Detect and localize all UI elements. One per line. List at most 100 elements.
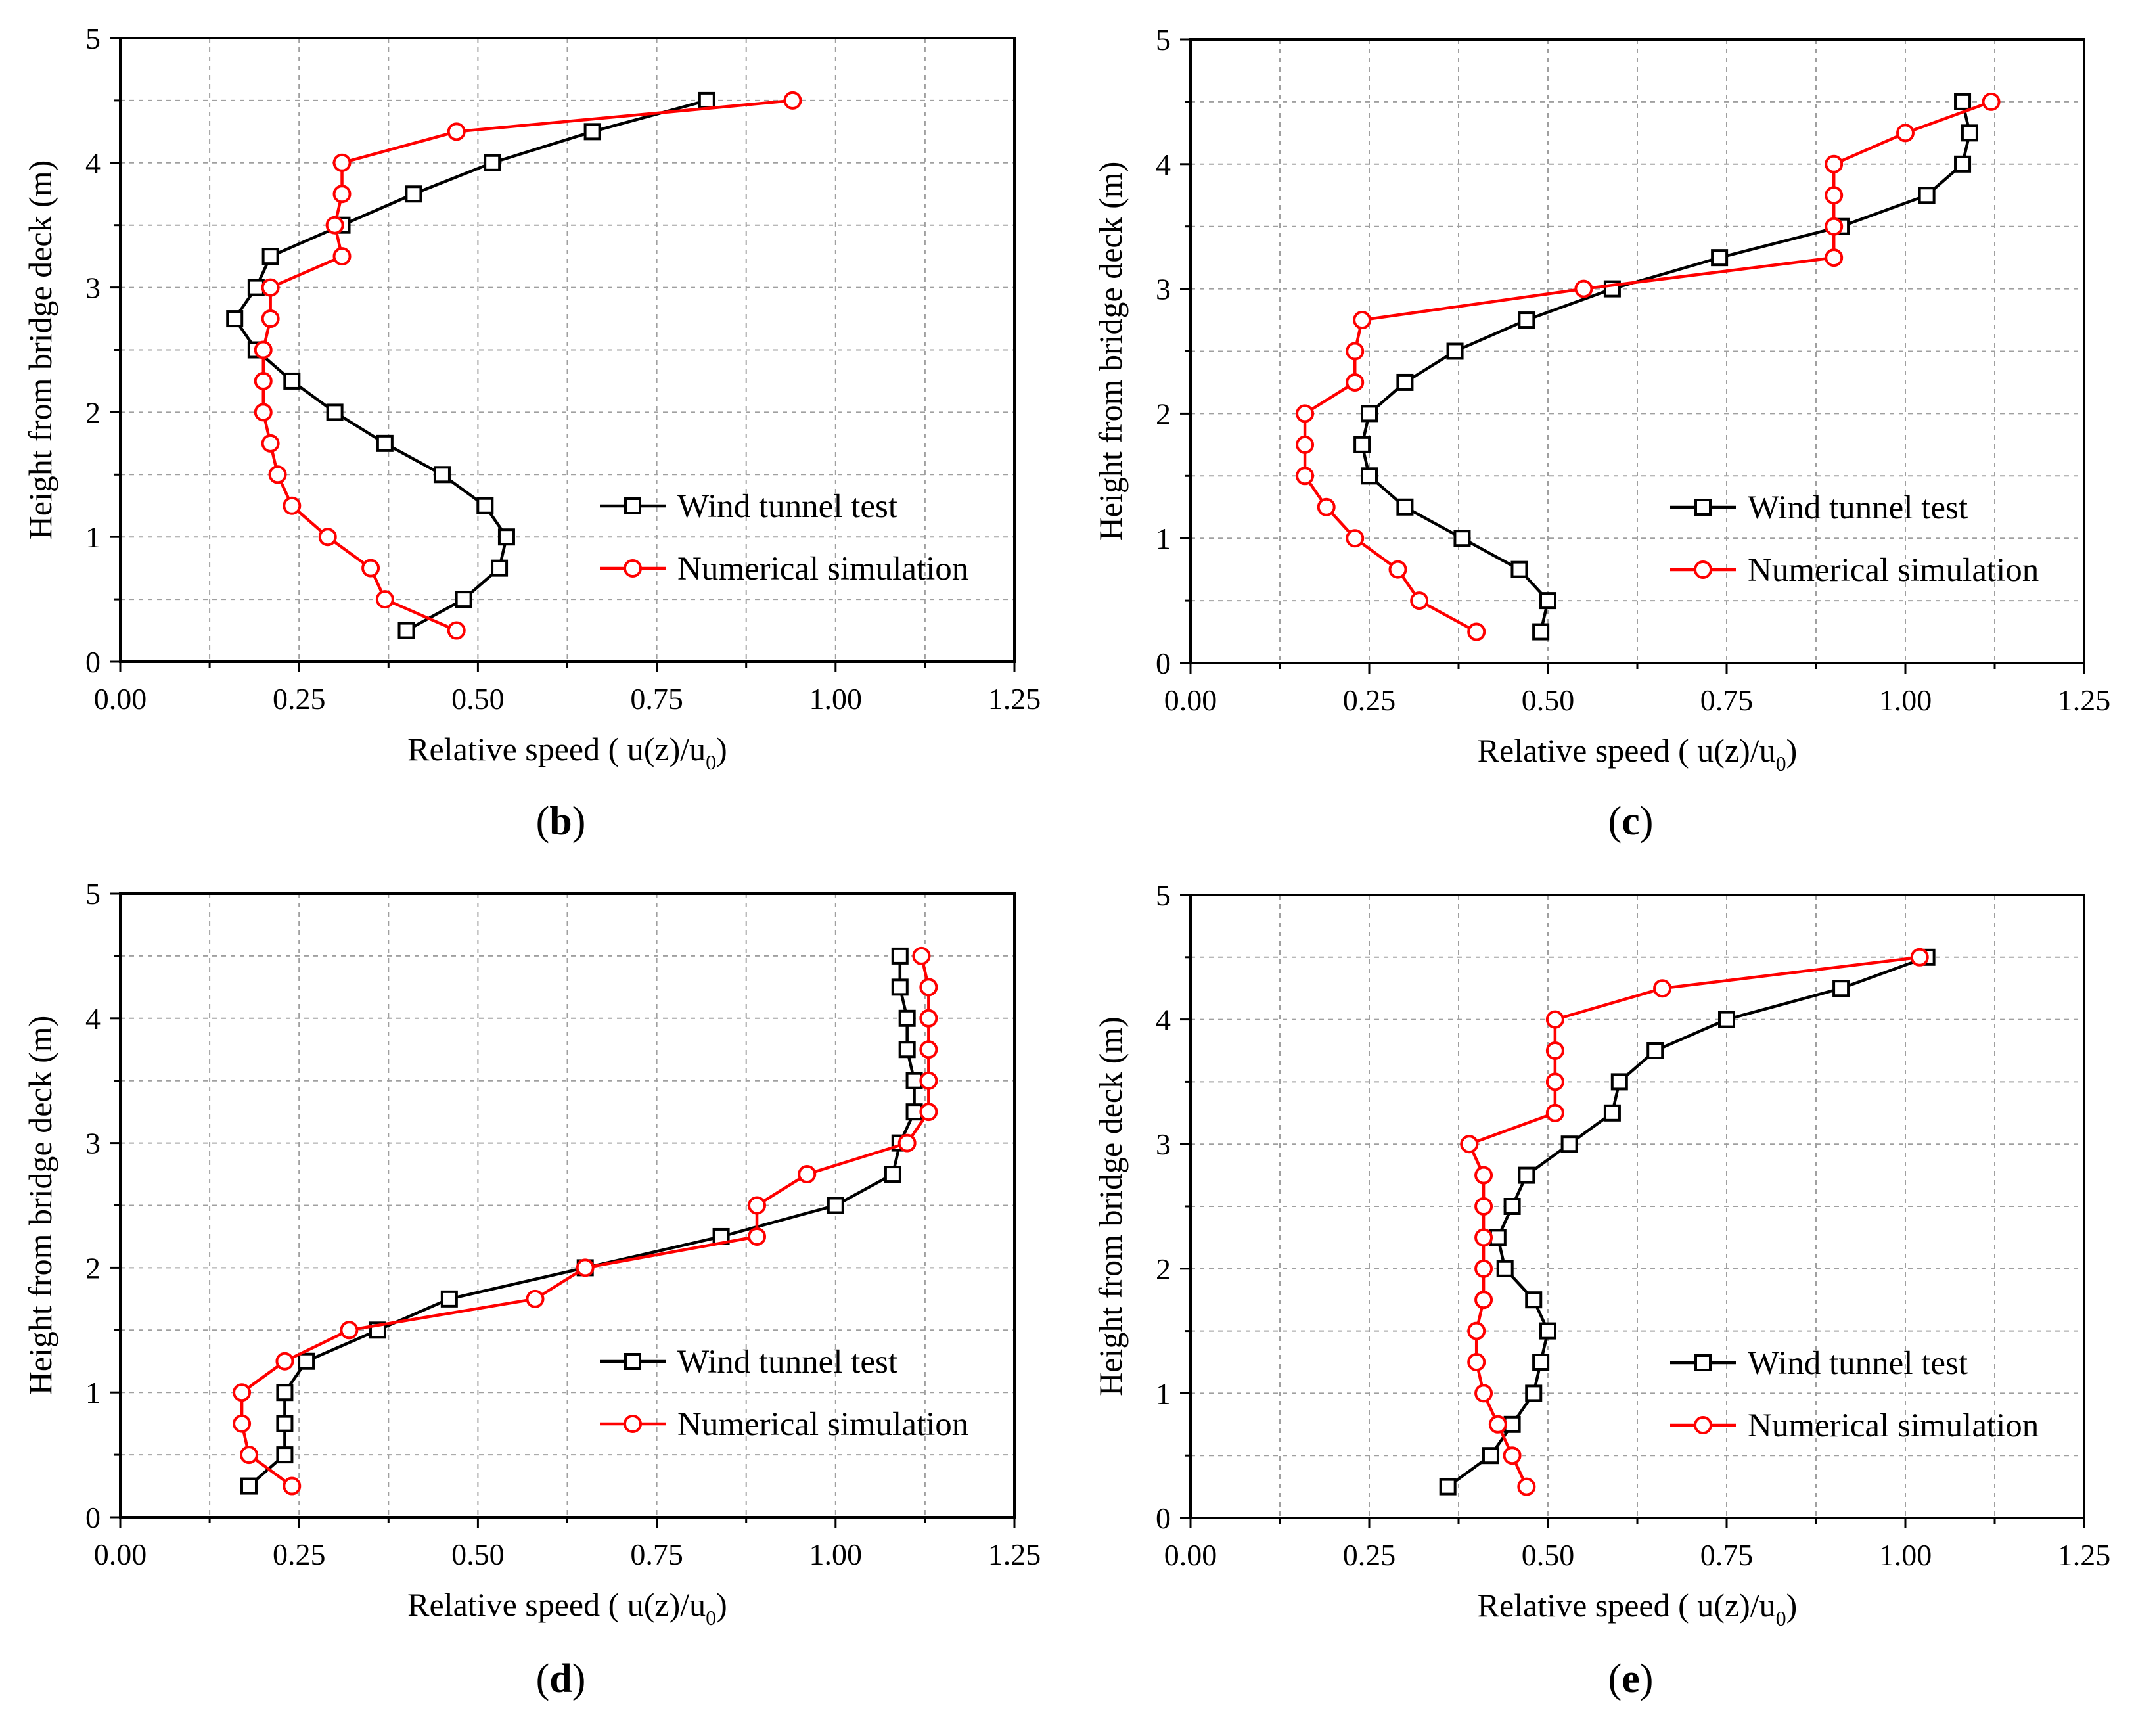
data-point-square [1832,980,1850,997]
y-tick-label: 1 [1156,522,1171,555]
data-point-square [891,978,909,996]
legend-marker-square [624,497,641,514]
data-point-square [1539,1322,1556,1340]
y-axis-title: Height from bridge deck (m) [22,1016,58,1396]
data-point-square [455,591,472,608]
data-point-circle [1467,1353,1486,1371]
data-point-circle [783,91,802,110]
data-point-square [1525,1291,1543,1309]
x-tick-label: 0.25 [1343,1538,1396,1572]
data-point-circle [1467,1321,1486,1340]
data-point-square [1539,592,1556,610]
panel-label: (d) [536,1656,586,1701]
data-point-circle [748,1227,767,1246]
data-point-square [827,1197,844,1214]
y-tick-label: 0 [85,645,101,679]
x-tick-label: 0.50 [451,1538,505,1571]
x-tick-label: 1.00 [809,1538,863,1571]
y-tick-label: 3 [85,1127,101,1160]
panel-label-open: ( [1608,1656,1622,1701]
data-point-circle [1296,435,1315,454]
data-point-circle [912,946,931,965]
data-point-square [1560,1135,1578,1153]
data-point-square [884,1166,901,1183]
panel-label: (b) [536,799,586,844]
x-axis-title-close: ) [1786,1587,1798,1624]
x-axis-title-main: Relative speed ( u(z)/u [1478,732,1776,769]
data-point-square [298,1352,315,1370]
y-tick-label: 0 [85,1501,101,1534]
legend-item: Numerical simulation [1670,1407,2039,1444]
x-axis-title-close: ) [716,731,727,767]
data-point-circle [1346,529,1365,548]
data-point-circle [261,278,280,297]
y-tick-label: 1 [85,520,101,554]
x-tick-label: 0.00 [1164,683,1217,717]
x-axis-title-main: Relative speed ( u(z)/u [407,731,706,767]
data-point-circle [275,1352,294,1371]
data-point-circle [1410,591,1429,610]
panel-label-open: ( [1608,799,1622,844]
data-point-circle [919,1040,938,1059]
data-point-square [1510,560,1528,578]
legend-label: Numerical simulation [677,1406,968,1443]
y-tick-label: 2 [1156,1252,1171,1286]
panel-label-close: ) [1640,799,1654,844]
data-point-circle [1825,154,1844,173]
data-point-circle [576,1258,595,1277]
data-point-square [226,310,244,328]
x-tick-label: 0.75 [1700,1538,1754,1572]
data-point-square [326,403,344,421]
series-numerical-simulation [233,946,938,1496]
data-point-circle [1467,622,1486,641]
y-tick-label: 3 [1156,273,1171,306]
data-point-circle [340,1321,359,1340]
data-point-circle [919,1103,938,1122]
data-point-circle [1825,217,1844,236]
x-tick-label: 0.25 [273,682,326,716]
data-point-square [1439,1478,1457,1496]
data-point-square [1954,93,1972,110]
data-point-circle [332,185,352,204]
panel-label-open: ( [536,799,550,844]
y-tick-label: 4 [85,1002,101,1036]
chart-panel-b: 0.00 0.25 0.50 0.75 1.00 1.25 0 1 2 3 4 5 Relative s… [22,22,1041,844]
data-point-square [276,1415,294,1432]
x-tick-label: 0.50 [1522,1538,1575,1572]
data-point-circle [233,1414,252,1433]
data-point-square [898,1041,916,1059]
series-numerical-simulation [254,91,802,640]
data-point-circle [1545,1041,1564,1060]
data-point-square [898,1009,916,1027]
y-tick-label: 4 [1156,1003,1171,1037]
legend-item: Wind tunnel test [600,488,897,525]
data-point-square [1610,1073,1628,1091]
data-point-circle [268,465,287,484]
data-point-circle [1896,124,1915,143]
data-point-square [405,185,422,203]
x-axis-title-main: Relative speed ( u(z)/u [1478,1587,1776,1624]
data-point-square [1525,1384,1543,1402]
legend-marker-circle [1694,560,1712,579]
x-axis-title: Relative speed ( u(z)/u0) [407,731,727,774]
data-point-square [1361,405,1378,423]
data-point-circle [1460,1135,1479,1154]
x-tick-label: 1.25 [2058,1538,2111,1572]
data-point-circle [1317,497,1336,516]
series-numerical-simulation [1296,92,2001,641]
y-tick-label: 5 [85,877,101,911]
data-point-square [1503,1198,1521,1215]
data-point-circle [361,559,380,578]
series-wind-tunnel-test [226,91,715,639]
series-numerical-simulation [1460,948,1929,1496]
series-wind-tunnel-test [1439,948,1936,1496]
x-tick-label: 0.00 [94,682,147,716]
data-point-circle [239,1446,258,1465]
data-point-circle [261,434,280,453]
data-point-square [1361,467,1378,485]
data-point-square [247,279,265,296]
data-point-circle [1545,1010,1564,1029]
x-axis-title: Relative speed ( u(z)/u0) [1478,732,1798,775]
y-tick-label: 5 [85,22,101,55]
x-axis-title-close: ) [1786,732,1798,769]
